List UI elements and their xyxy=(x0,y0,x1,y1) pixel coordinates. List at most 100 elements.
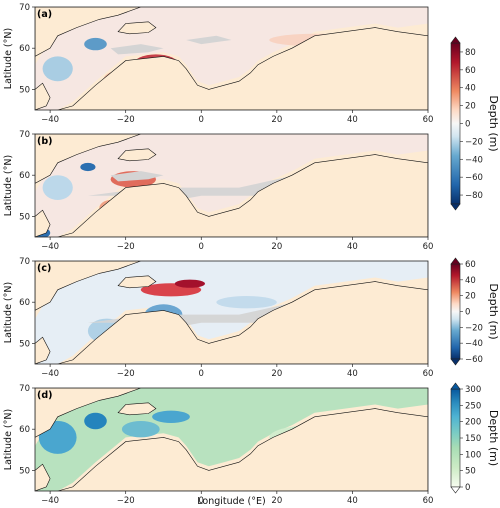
y-tick-label: 60 xyxy=(19,425,30,435)
x-tick-label: 40 xyxy=(347,496,358,506)
iceland-land xyxy=(117,402,157,416)
depth-deep xyxy=(121,421,160,438)
missing-data-region xyxy=(110,44,164,55)
x-axis-label: Longitude (°E) xyxy=(197,496,265,507)
colorbar-extend-max xyxy=(450,382,461,390)
x-tick-label: 0 xyxy=(199,242,204,252)
colorbar-extend-max xyxy=(450,257,461,265)
x-tick-label: 0 xyxy=(199,369,204,379)
anomaly-negative xyxy=(42,56,73,82)
panel-label: (d) xyxy=(37,390,52,401)
y-axis-label: Latitude (°N) xyxy=(3,282,14,343)
colorbar-tick-label: −20 xyxy=(465,137,483,147)
colorbar-tick-label: 100 xyxy=(465,450,481,460)
colorbar-tick-label: 40 xyxy=(465,276,476,286)
anomaly-negative xyxy=(42,175,73,201)
colorbar-label: Depth (m) xyxy=(487,410,500,466)
x-tick-label: 60 xyxy=(423,115,434,125)
colorbar-tick-label: 250 xyxy=(465,401,481,411)
y-tick-label: 50 xyxy=(19,339,30,349)
colorbar-gradient xyxy=(450,263,461,360)
colorbar-extend-max xyxy=(450,36,461,44)
y-tick-label: 70 xyxy=(19,3,30,13)
europe-land xyxy=(57,154,428,237)
map-panel-d xyxy=(35,388,428,491)
colorbar-tick-label: 300 xyxy=(465,385,481,395)
colorbar-tick-label: 200 xyxy=(465,418,481,428)
colorbar: 80 60 40 20 0 −20 −40 −60 −80 Depth (m) xyxy=(450,36,500,211)
iceland-land xyxy=(117,21,157,35)
colorbar-tick-label: 40 xyxy=(465,84,476,94)
colorbar: 300 250 200 150 100 50 0 Depth (m) xyxy=(450,382,500,494)
colorbar-gradient xyxy=(450,388,461,488)
colorbar: 60 40 20 0 −20 −40 −60 Depth (m) xyxy=(450,257,500,366)
y-axis-label: Latitude (°N) xyxy=(3,155,14,216)
colorbar-tick-label: 150 xyxy=(465,434,481,444)
colorbar-tick-label: 20 xyxy=(465,102,476,112)
panel-label: (b) xyxy=(37,136,52,147)
iceland-land xyxy=(117,148,157,162)
x-tick-label: 40 xyxy=(347,369,358,379)
europe-land xyxy=(57,281,428,364)
y-tick-label: 50 xyxy=(19,212,30,222)
colorbar-tick-label: −60 xyxy=(465,173,483,183)
greenland-land xyxy=(35,261,141,311)
x-tick-label: −20 xyxy=(117,115,135,125)
x-tick-label: 20 xyxy=(271,115,282,125)
newfoundland-land xyxy=(35,463,51,491)
colorbar-label: Depth (m) xyxy=(487,283,500,339)
colorbar-tick-label: 0 xyxy=(465,120,470,130)
greenland-land xyxy=(35,134,141,184)
anomaly-negative-strong xyxy=(80,162,96,172)
anomaly-negative-strong xyxy=(84,37,107,51)
x-tick-label: 60 xyxy=(423,496,434,506)
x-tick-label: 0 xyxy=(199,115,204,125)
x-tick-label: 20 xyxy=(271,496,282,506)
greenland-land xyxy=(35,7,141,57)
panel-label: (c) xyxy=(37,263,51,274)
x-tick-label: −20 xyxy=(117,496,135,506)
map-panel-b xyxy=(35,134,428,237)
x-tick-label: 20 xyxy=(271,242,282,252)
missing-data-region xyxy=(186,35,232,45)
y-tick-label: 70 xyxy=(19,384,30,394)
anomaly-peak xyxy=(174,279,205,288)
colorbar-tick-label: 60 xyxy=(465,260,476,270)
x-tick-label: 60 xyxy=(423,242,434,252)
axes-frame xyxy=(34,133,429,238)
colorbar-tick-label: −80 xyxy=(465,191,483,201)
x-tick-label: −40 xyxy=(41,115,59,125)
x-tick-label: 20 xyxy=(271,369,282,379)
colorbar-label: Depth (m) xyxy=(487,95,500,151)
depth-very-deep xyxy=(84,412,107,430)
x-tick-label: 40 xyxy=(347,242,358,252)
colorbar-extend-min xyxy=(450,358,461,366)
x-tick-label: −20 xyxy=(117,242,135,252)
y-tick-label: 50 xyxy=(19,466,30,476)
greenland-land xyxy=(35,388,141,438)
y-tick-label: 50 xyxy=(19,85,30,95)
colorbar-tick-label: 0 xyxy=(465,483,470,493)
iceland-land xyxy=(117,275,157,289)
y-axis-label: Latitude (°N) xyxy=(3,28,14,89)
newfoundland-land xyxy=(35,336,51,364)
colorbar-tick-label: −40 xyxy=(465,155,483,165)
y-axis-label: Latitude (°N) xyxy=(3,409,14,470)
y-tick-label: 60 xyxy=(19,171,30,181)
x-tick-label: 40 xyxy=(347,115,358,125)
map-panel-a xyxy=(35,7,428,110)
colorbar-tick-label: −40 xyxy=(465,339,483,349)
europe-land xyxy=(57,27,428,110)
axes-frame xyxy=(34,260,429,365)
panel-label: (a) xyxy=(37,9,52,20)
missing-data-region xyxy=(110,171,164,182)
colorbar-tick-label: 0 xyxy=(465,308,470,318)
x-tick-label: −20 xyxy=(117,369,135,379)
colorbar-tick-label: −20 xyxy=(465,323,483,333)
x-tick-label: 60 xyxy=(423,369,434,379)
y-tick-label: 70 xyxy=(19,130,30,140)
colorbar-tick-label: 20 xyxy=(465,292,476,302)
colorbar-gradient xyxy=(450,42,461,205)
anomaly-negative-weak xyxy=(216,296,277,309)
x-tick-label: −40 xyxy=(41,242,59,252)
